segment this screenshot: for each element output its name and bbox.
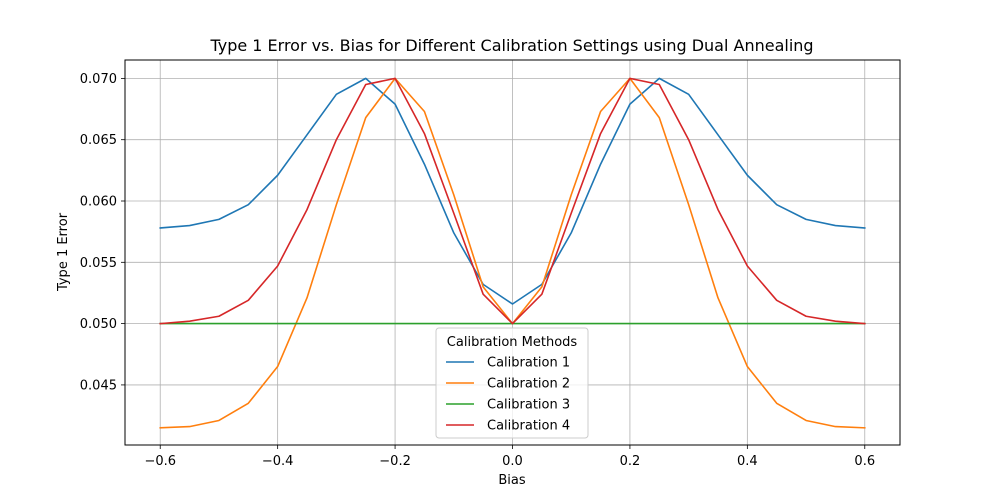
x-tick-label: 0.0 xyxy=(502,454,523,469)
series-line-1 xyxy=(159,77,866,305)
y-tick-label: 0.070 xyxy=(80,72,117,87)
x-axis-label: Bias xyxy=(498,473,525,488)
legend-items: Calibration 1 Calibration 2 Calibration 3 C… xyxy=(446,356,570,434)
series-lines xyxy=(159,77,866,429)
y-axis: 0.045 0.050 0.055 0.060 0.065 0.070 xyxy=(80,72,125,393)
x-tick-label: 0.2 xyxy=(620,454,641,469)
y-tick-label: 0.065 xyxy=(80,133,117,148)
x-tick-label: −0.6 xyxy=(144,454,176,469)
chart-title: Type 1 Error vs. Bias for Different Cali… xyxy=(209,36,813,55)
series-line-4 xyxy=(159,77,866,325)
x-tick-label: −0.2 xyxy=(379,454,411,469)
x-axis: −0.6 −0.4 −0.2 0.0 0.2 0.4 0.6 xyxy=(144,445,875,469)
legend-label: Calibration 3 xyxy=(487,398,570,413)
x-tick-label: 0.4 xyxy=(737,454,758,469)
x-tick-label: 0.6 xyxy=(854,454,875,469)
legend: Calibration Methods Calibration 1Calibra… xyxy=(435,327,589,439)
y-tick-label: 0.060 xyxy=(80,195,117,210)
legend-label: Calibration 1 xyxy=(487,356,570,371)
y-axis-label: Type 1 Error xyxy=(56,212,71,292)
y-tick-label: 0.050 xyxy=(80,317,117,332)
legend-label: Calibration 2 xyxy=(487,377,570,392)
legend-box xyxy=(435,327,589,439)
x-tick-label: −0.4 xyxy=(262,454,294,469)
legend-label: Calibration 4 xyxy=(487,419,570,434)
y-tick-label: 0.045 xyxy=(80,378,117,393)
legend-title: Calibration Methods xyxy=(447,335,578,350)
y-tick-label: 0.055 xyxy=(80,256,117,271)
